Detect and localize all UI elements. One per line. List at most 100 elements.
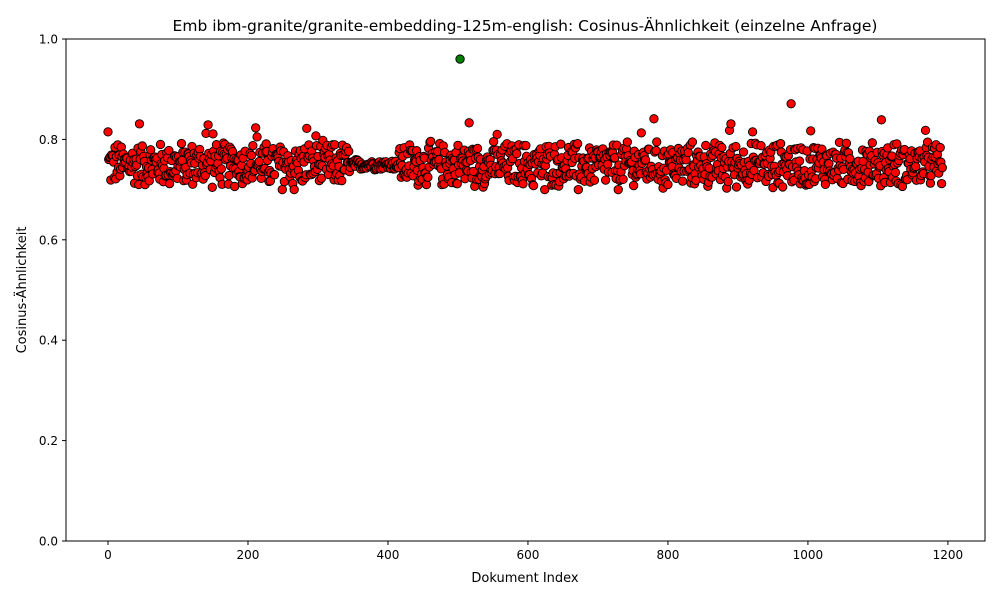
y-tick-label: 0.0 xyxy=(39,535,58,549)
data-point xyxy=(935,142,945,153)
data-point xyxy=(556,139,566,149)
data-point xyxy=(200,170,210,181)
data-point xyxy=(717,142,727,153)
plot-area-frame xyxy=(65,38,986,542)
data-point xyxy=(618,174,628,184)
data-point xyxy=(925,178,936,188)
data-point xyxy=(337,176,347,186)
data-point xyxy=(426,136,436,147)
data-point xyxy=(589,175,600,185)
data-point xyxy=(701,140,711,151)
data-point xyxy=(302,123,312,134)
data-point xyxy=(146,145,156,155)
data-point xyxy=(252,132,262,142)
data-point xyxy=(230,181,240,192)
data-point xyxy=(528,180,539,191)
data-point xyxy=(540,184,550,195)
data-point xyxy=(747,127,758,137)
data-point xyxy=(756,140,766,151)
y-axis-label: Cosinus-Ähnlichkeit xyxy=(14,227,30,354)
data-point xyxy=(600,175,611,185)
x-tick-label: 1200 xyxy=(933,548,964,562)
data-point xyxy=(677,176,688,186)
data-point xyxy=(726,119,736,129)
data-point xyxy=(330,140,340,150)
data-point xyxy=(636,128,646,138)
data-point xyxy=(786,99,796,109)
data-point xyxy=(622,137,632,147)
chart-title: Emb ibm-granite/granite-embedding-125m-e… xyxy=(173,16,878,35)
y-tick-label: 0.4 xyxy=(39,334,58,348)
data-point xyxy=(453,140,463,151)
data-point xyxy=(251,123,261,133)
data-point xyxy=(452,179,462,189)
data-point xyxy=(841,138,852,148)
data-point xyxy=(640,155,651,165)
data-point xyxy=(423,172,433,182)
x-tick-label: 600 xyxy=(516,548,539,562)
y-ticks: 0.0 0.2 0.4 0.6 0.8 1.0 xyxy=(39,33,66,549)
y-tick-label: 0.6 xyxy=(39,233,58,247)
data-point xyxy=(176,138,187,149)
data-point xyxy=(164,179,175,189)
data-point xyxy=(289,184,299,195)
data-point xyxy=(246,150,257,161)
data-point xyxy=(649,114,659,124)
data-point xyxy=(738,147,749,157)
data-point xyxy=(203,120,213,130)
data-point xyxy=(704,163,714,173)
points-layer xyxy=(103,54,947,195)
data-point xyxy=(572,139,583,149)
data-point xyxy=(103,127,113,137)
data-point xyxy=(778,182,788,192)
data-point xyxy=(137,141,147,151)
x-tick-label: 0 xyxy=(104,548,112,562)
y-tick-label: 1.0 xyxy=(39,33,58,47)
data-point xyxy=(687,137,698,147)
data-point xyxy=(876,115,887,125)
data-point xyxy=(464,118,474,128)
y-tick-label: 0.8 xyxy=(39,133,58,147)
data-point xyxy=(911,161,921,172)
data-point xyxy=(521,140,531,151)
data-point xyxy=(311,131,321,141)
data-point xyxy=(867,138,877,148)
data-point xyxy=(723,176,733,187)
data-point xyxy=(518,179,528,189)
data-point xyxy=(208,129,218,139)
data-point xyxy=(573,184,583,195)
data-point xyxy=(216,164,227,174)
data-point xyxy=(663,179,673,190)
data-point xyxy=(269,170,280,180)
data-point xyxy=(936,178,947,189)
data-point xyxy=(628,180,639,191)
x-tick-label: 800 xyxy=(656,548,679,562)
data-point xyxy=(890,167,901,178)
data-point xyxy=(731,182,742,192)
data-point xyxy=(731,141,741,152)
data-point xyxy=(472,143,483,154)
data-point xyxy=(248,140,258,151)
data-point xyxy=(775,138,786,149)
data-point xyxy=(806,126,816,136)
data-point xyxy=(207,182,217,192)
x-ticks: 0 200 400 600 800 1000 1200 xyxy=(104,541,963,562)
data-point xyxy=(155,139,166,150)
y-tick-label: 0.2 xyxy=(39,434,58,448)
highlight-point xyxy=(455,54,465,64)
x-tick-label: 200 xyxy=(237,548,260,562)
data-point xyxy=(652,137,662,147)
data-point xyxy=(492,129,502,140)
axes-layer xyxy=(65,38,986,542)
data-point xyxy=(749,165,759,176)
data-point xyxy=(164,145,174,156)
data-point xyxy=(468,166,479,177)
x-tick-label: 400 xyxy=(377,548,400,562)
data-point xyxy=(613,184,623,195)
data-point xyxy=(892,139,902,149)
data-point xyxy=(344,146,354,156)
data-point xyxy=(277,184,287,195)
x-axis-label: Dokument Index xyxy=(471,571,579,586)
